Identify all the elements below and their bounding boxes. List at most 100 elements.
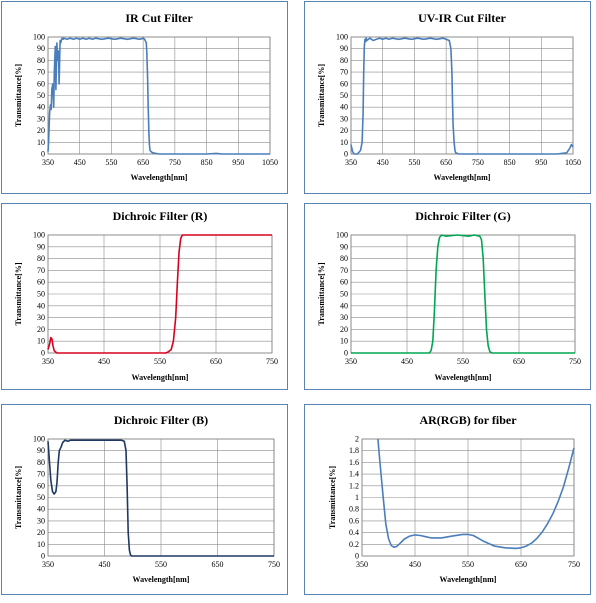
- x-tick-label: 1050: [565, 158, 581, 167]
- series-line: [47, 439, 274, 557]
- y-tick-label: 80: [340, 56, 348, 65]
- x-axis-label: Wavelength[nm]: [131, 173, 188, 182]
- chart-panel-ir-cut: IR Cut Filter 0 10 20 30 40 50 60 70 80 90 100 350 45…: [1, 1, 288, 194]
- y-tick-label: 1.4: [349, 470, 359, 479]
- y-tick-label: 100: [33, 33, 45, 42]
- x-tick-label: 950: [232, 158, 244, 167]
- series-line: [351, 234, 575, 354]
- x-tick-label: 650: [210, 357, 222, 366]
- series-line: [350, 37, 574, 155]
- y-tick-label: 50: [37, 290, 45, 299]
- x-tick-label: 550: [462, 560, 474, 569]
- chart-svg-uv-ir-cut: UV-IR Cut Filter 0 10 20 30 40 50 60 70 80 90 100 35…: [317, 11, 581, 182]
- chart-panel-ar-rgb: AR(RGB) for fiber 0 0.2 0.4 0.6 0.8 1 1.2 1.4 1.6…: [304, 404, 591, 595]
- y-tick-label: 100: [33, 231, 45, 240]
- x-tick-label: 950: [535, 158, 547, 167]
- series-line: [377, 438, 575, 550]
- y-tick-label: 10: [37, 540, 45, 549]
- chart-title: IR Cut Filter: [125, 11, 193, 25]
- x-tick-label: 650: [515, 560, 527, 569]
- y-tick-label: 1.8: [349, 446, 359, 455]
- y-tick-label: 20: [340, 126, 348, 135]
- chart-svg-ar-rgb: AR(RGB) for fiber 0 0.2 0.4 0.6 0.8 1 1.2 1.4 1.6…: [328, 413, 580, 584]
- y-tick-label: 40: [37, 301, 45, 310]
- y-tick-label: 60: [340, 278, 348, 287]
- y-tick-label: 2: [355, 435, 359, 444]
- chart-title: Dichroic Filter (B): [114, 413, 208, 427]
- y-tick-label: 10: [37, 337, 45, 346]
- y-axis-label: Transmittance[%]: [317, 64, 326, 127]
- y-tick-label: 70: [37, 470, 45, 479]
- chart-svg-ir-cut: IR Cut Filter 0 10 20 30 40 50 60 70 80 90 100 350 45…: [14, 11, 278, 182]
- gridlines: [361, 438, 575, 557]
- y-tick-label: 90: [37, 242, 45, 251]
- y-axis-label: Transmittance[%]: [14, 64, 23, 127]
- x-axis-label: Wavelength[nm]: [434, 173, 491, 182]
- chart-title: UV-IR Cut Filter: [418, 11, 506, 25]
- y-tick-label: 0.2: [349, 540, 359, 549]
- x-tick-label: 450: [74, 158, 86, 167]
- x-tick-label: 550: [408, 158, 420, 167]
- x-tick-label: 850: [504, 158, 516, 167]
- x-tick-label: 650: [137, 158, 149, 167]
- y-tick-label: 20: [37, 528, 45, 537]
- x-axis-label: Wavelength[nm]: [440, 575, 497, 584]
- y-tick-label: 90: [340, 242, 348, 251]
- y-tick-label: 10: [340, 337, 348, 346]
- y-tick-label: 70: [340, 68, 348, 77]
- x-tick-label: 650: [440, 158, 452, 167]
- y-tick-label: 1: [355, 493, 359, 502]
- x-tick-label: 450: [377, 158, 389, 167]
- x-tick-label: 450: [99, 560, 111, 569]
- y-tick-label: 0: [41, 552, 45, 561]
- x-tick-label: 750: [569, 357, 581, 366]
- series-line: [47, 234, 272, 354]
- y-tick-label: 0.6: [349, 516, 359, 525]
- y-tick-label: 60: [37, 79, 45, 88]
- y-tick-label: 0.4: [349, 528, 359, 537]
- x-tick-label: 750: [266, 357, 278, 366]
- x-axis-label: Wavelength[nm]: [133, 575, 190, 584]
- x-axis-label: Wavelength[nm]: [132, 373, 189, 382]
- y-tick-label: 60: [37, 278, 45, 287]
- x-tick-label: 350: [345, 158, 357, 167]
- x-tick-label: 350: [42, 560, 54, 569]
- y-tick-label: 50: [340, 290, 348, 299]
- chart-svg-dichroic-r: Dichroic Filter (R) 0 10 20 30 40 50 60 70 80 90 10…: [14, 209, 278, 382]
- y-axis-label: Transmittance[%]: [14, 262, 23, 325]
- gridlines: [47, 234, 273, 354]
- x-axis-label: Wavelength[nm]: [435, 373, 492, 382]
- y-tick-label: 10: [37, 138, 45, 147]
- y-tick-label: 50: [37, 493, 45, 502]
- y-tick-label: 20: [37, 126, 45, 135]
- gridlines: [350, 234, 576, 354]
- chart-panel-dichroic-b: Dichroic Filter (B) 0 10 20 30 40 50 60 70 80 90 10…: [1, 404, 288, 595]
- y-tick-label: 80: [37, 254, 45, 263]
- y-tick-label: 100: [336, 231, 348, 240]
- x-tick-label: 550: [154, 357, 166, 366]
- x-tick-label: 750: [568, 560, 580, 569]
- y-tick-label: 0: [344, 349, 348, 358]
- x-tick-label: 850: [201, 158, 213, 167]
- series-line: [47, 37, 270, 155]
- y-tick-label: 0: [355, 552, 359, 561]
- chart-title: Dichroic Filter (G): [415, 209, 511, 223]
- y-tick-label: 70: [37, 68, 45, 77]
- chart-title: AR(RGB) for fiber: [419, 413, 517, 427]
- gridlines: [350, 36, 574, 155]
- y-tick-label: 30: [340, 313, 348, 322]
- y-tick-label: 0.8: [349, 505, 359, 514]
- y-tick-label: 1.6: [349, 458, 359, 467]
- y-tick-label: 100: [336, 33, 348, 42]
- y-tick-label: 1.2: [349, 481, 359, 490]
- y-tick-label: 50: [340, 91, 348, 100]
- y-tick-label: 40: [37, 505, 45, 514]
- y-tick-label: 70: [37, 266, 45, 275]
- y-tick-label: 70: [340, 266, 348, 275]
- y-tick-label: 100: [33, 435, 45, 444]
- y-tick-label: 0: [41, 150, 45, 159]
- y-tick-label: 20: [37, 325, 45, 334]
- y-tick-label: 0: [41, 349, 45, 358]
- x-tick-label: 550: [457, 357, 469, 366]
- plot-area: [361, 438, 575, 557]
